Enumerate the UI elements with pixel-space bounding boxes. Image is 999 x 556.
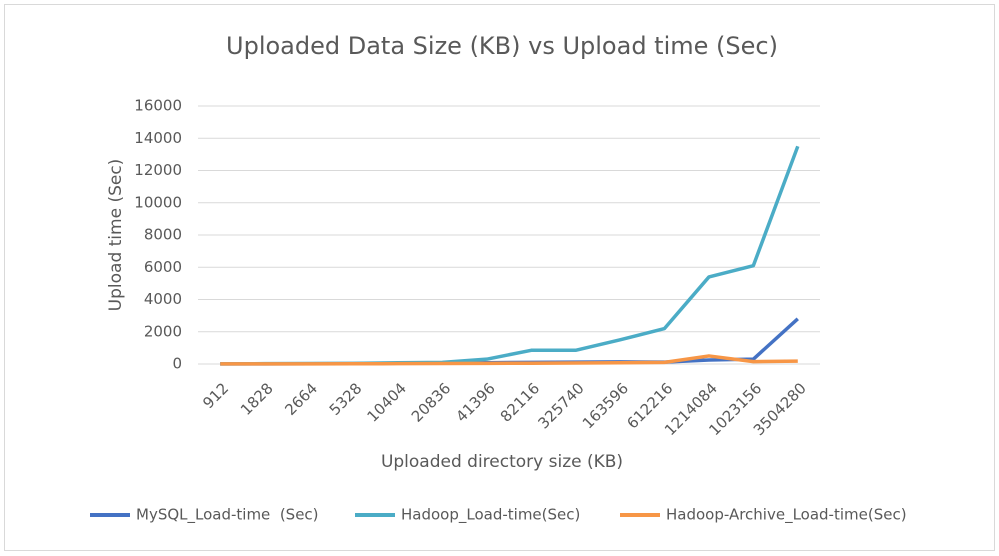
y-tick-label: 4000 — [144, 290, 182, 308]
y-tick-label: 16000 — [134, 97, 182, 115]
y-axis-title: Upload time (Sec) — [106, 159, 126, 312]
chart-frame — [4, 4, 995, 551]
y-tick-label: 14000 — [134, 129, 182, 147]
y-tick-label: 6000 — [144, 258, 182, 276]
y-tick-label: 2000 — [144, 322, 182, 340]
y-tick-label: 8000 — [144, 226, 182, 244]
x-axis-title: Uploaded directory size (KB) — [381, 452, 623, 472]
y-tick-label: 10000 — [134, 193, 182, 211]
y-tick-label: 12000 — [134, 161, 182, 179]
legend-label: Hadoop_Load-time(Sec) — [401, 506, 580, 525]
legend-label: MySQL_Load-time (Sec) — [136, 506, 319, 525]
chart-title: Uploaded Data Size (KB) vs Upload time (… — [226, 32, 778, 60]
legend-label: Hadoop-Archive_Load-time(Sec) — [666, 506, 907, 525]
data-line — [220, 354, 798, 366]
y-tick-label: 0 — [172, 355, 182, 373]
